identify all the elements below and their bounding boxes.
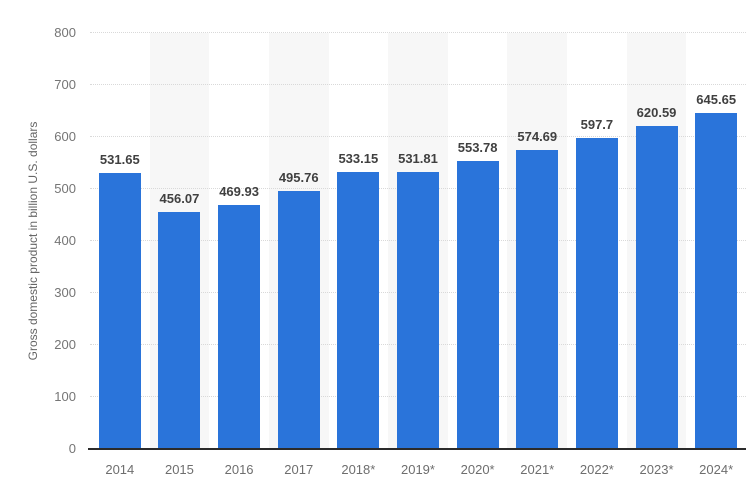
y-axis-tick-label: 800 xyxy=(54,25,76,40)
bar-2022*[interactable] xyxy=(575,138,618,449)
x-axis-label: 2020* xyxy=(460,462,495,477)
y-gridline xyxy=(90,32,746,33)
x-axis-label: 2019* xyxy=(400,462,435,477)
y-axis-tick-label: 500 xyxy=(54,181,76,196)
bar-value-label: 456.07 xyxy=(159,190,200,206)
x-axis-label: 2016 xyxy=(224,462,254,477)
y-axis-tick-label: 600 xyxy=(54,129,76,144)
bar-2019*[interactable] xyxy=(397,172,439,449)
x-axis-label: 2014 xyxy=(105,462,135,477)
y-axis-tick-label: 300 xyxy=(54,285,76,300)
x-axis-label: 2022* xyxy=(579,462,614,477)
bar-value-label: 620.59 xyxy=(636,105,677,121)
bar-2018*[interactable] xyxy=(337,171,380,449)
bar-value-label: 533.15 xyxy=(338,150,379,166)
y-axis-tick-label: 700 xyxy=(54,77,76,92)
bar-value-label: 469.93 xyxy=(219,183,259,199)
x-axis-label: 2024* xyxy=(699,462,734,477)
bar-value-label: 645.65 xyxy=(696,92,737,108)
bar-value-label: 574.69 xyxy=(517,129,558,145)
bar-value-label: 531.81 xyxy=(398,151,438,167)
bar-2023*[interactable] xyxy=(635,126,678,449)
x-axis-line xyxy=(88,448,746,450)
bar-value-label: 553.78 xyxy=(457,140,498,156)
y-axis-tick-label: 0 xyxy=(68,441,76,456)
x-axis-label: 2021* xyxy=(520,462,555,477)
bar-2016[interactable] xyxy=(218,204,261,449)
bar-value-label: 597.7 xyxy=(580,117,614,133)
bar-value-label: 495.76 xyxy=(278,170,319,186)
x-axis-label: 2015 xyxy=(164,462,194,477)
bar-2014[interactable] xyxy=(98,172,141,449)
y-gridline xyxy=(90,136,746,137)
bar-value-label: 531.65 xyxy=(99,151,140,167)
x-axis-label: 2023* xyxy=(639,462,674,477)
x-axis-label: 2017 xyxy=(284,462,314,477)
y-gridline xyxy=(90,84,746,85)
bar-2021*[interactable] xyxy=(516,150,559,449)
y-axis-tick-label: 400 xyxy=(54,233,76,248)
bar-2015[interactable] xyxy=(158,211,201,449)
bar-2017[interactable] xyxy=(277,191,320,449)
y-axis-tick-label: 100 xyxy=(54,389,76,404)
bar-2024*[interactable] xyxy=(695,113,738,449)
y-axis-tick-label: 200 xyxy=(54,337,76,352)
bar-2020*[interactable] xyxy=(456,161,499,449)
x-axis-label: 2018* xyxy=(341,462,376,477)
